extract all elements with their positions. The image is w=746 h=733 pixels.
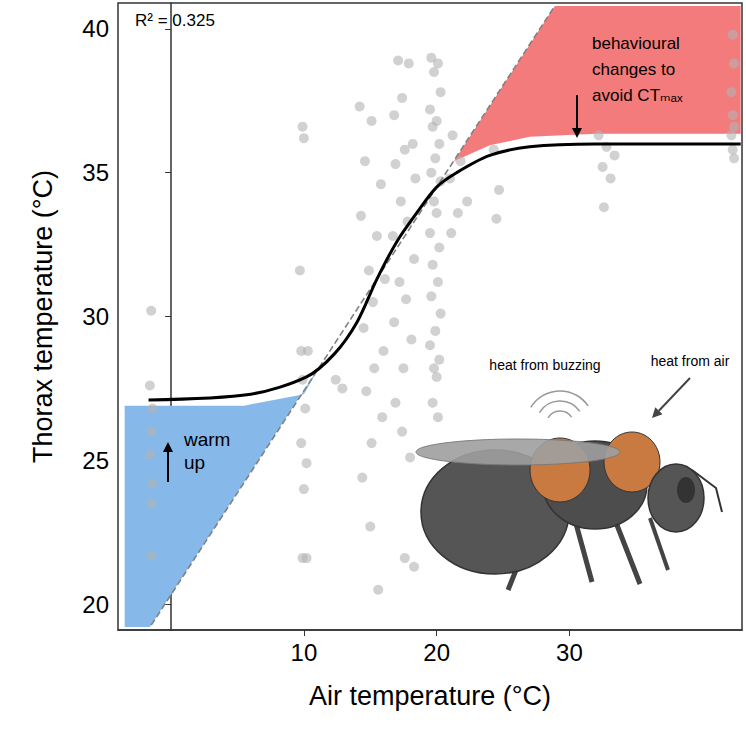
svg-text:10: 10: [291, 639, 318, 666]
svg-text:35: 35: [82, 159, 109, 186]
svg-text:heat from air: heat from air: [651, 353, 730, 369]
svg-text:Air temperature (°C): Air temperature (°C): [309, 681, 551, 711]
svg-text:30: 30: [82, 303, 109, 330]
svg-text:warm: warm: [183, 429, 236, 450]
svg-text:behavioural: behavioural: [592, 34, 685, 53]
svg-text:20: 20: [423, 639, 450, 666]
svg-text:R² = 0.325: R² = 0.325: [135, 11, 215, 30]
svg-text:20: 20: [82, 591, 109, 618]
svg-text:40: 40: [82, 15, 109, 42]
svg-text:30: 30: [556, 639, 583, 666]
svg-text:Thorax temperature (°C): Thorax temperature (°C): [28, 170, 58, 463]
svg-text:up: up: [184, 452, 205, 473]
svg-text:25: 25: [82, 447, 109, 474]
svg-text:avoid CTₘₐₓ: avoid CTₘₐₓ: [592, 86, 683, 105]
svg-text:heat from buzzing: heat from buzzing: [489, 357, 600, 373]
svg-text:changes to: changes to: [592, 60, 680, 79]
